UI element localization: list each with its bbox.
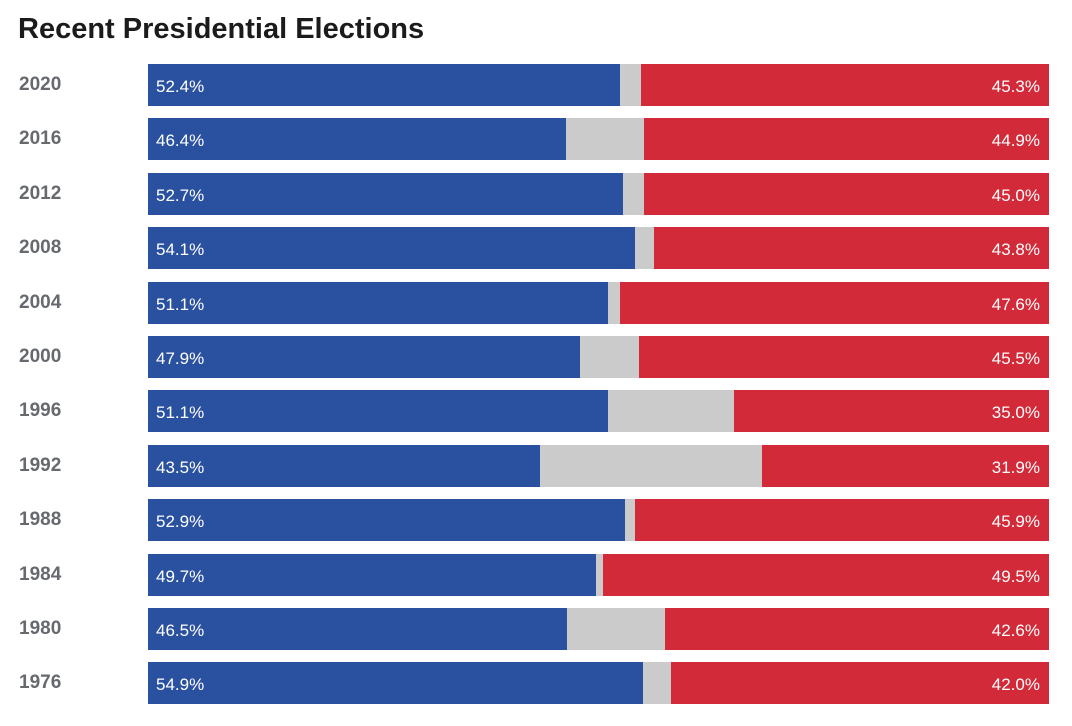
bar-track: 43.5% 31.9% bbox=[148, 444, 1049, 487]
democrat-value-label: 51.1% bbox=[156, 403, 205, 423]
bar-track: 49.7% 49.5% bbox=[148, 553, 1049, 596]
year-label: 1988 bbox=[19, 509, 62, 531]
democrat-bar-segment: 51.1% bbox=[148, 390, 609, 433]
other-bar-segment bbox=[620, 64, 641, 106]
republican-value-label: 44.9% bbox=[991, 131, 1040, 151]
year-label: 1984 bbox=[19, 563, 62, 585]
other-bar-segment bbox=[566, 607, 666, 650]
democrat-value-label: 49.7% bbox=[156, 566, 205, 586]
republican-value-label: 35.0% bbox=[991, 403, 1040, 423]
republican-value-label: 43.8% bbox=[991, 240, 1040, 260]
other-bar-segment bbox=[579, 335, 640, 378]
year-label: 1996 bbox=[19, 400, 62, 422]
democrat-value-label: 54.9% bbox=[156, 675, 205, 695]
bar-track: 54.1% 43.8% bbox=[148, 227, 1049, 270]
democrat-value-label: 47.9% bbox=[156, 348, 205, 368]
democrat-value-label: 46.4% bbox=[156, 131, 205, 151]
democrat-bar-segment: 46.4% bbox=[148, 118, 567, 161]
other-bar-segment bbox=[642, 662, 671, 705]
election-row: 2004 51.1% 47.6% bbox=[0, 281, 1072, 324]
election-row: 2008 54.1% 43.8% bbox=[0, 227, 1072, 270]
democrat-value-label: 52.7% bbox=[156, 185, 205, 205]
election-row: 1984 49.7% 49.5% bbox=[0, 553, 1072, 596]
year-label: 2020 bbox=[19, 74, 62, 95]
republican-bar-segment: 49.5% bbox=[603, 553, 1049, 596]
year-label: 2008 bbox=[19, 237, 62, 259]
election-row: 1976 54.9% 42.0% bbox=[0, 662, 1072, 705]
other-bar-segment bbox=[622, 172, 644, 215]
republican-value-label: 45.5% bbox=[991, 348, 1040, 368]
chart-page: Recent Presidential Elections 2020 52.4%… bbox=[0, 10, 1072, 726]
democrat-value-label: 46.5% bbox=[156, 620, 205, 640]
election-row: 2012 52.7% 45.0% bbox=[0, 172, 1072, 215]
democrat-value-label: 52.4% bbox=[156, 77, 205, 96]
republican-bar-segment: 45.3% bbox=[640, 64, 1049, 106]
bar-track: 51.1% 47.6% bbox=[148, 281, 1049, 324]
other-bar-segment bbox=[566, 118, 645, 161]
election-row: 1992 43.5% 31.9% bbox=[0, 444, 1072, 487]
democrat-bar-segment: 54.9% bbox=[148, 662, 643, 705]
election-row: 1988 52.9% 45.9% bbox=[0, 499, 1072, 542]
year-label: 1992 bbox=[19, 454, 62, 476]
bar-track: 51.1% 35.0% bbox=[148, 390, 1049, 433]
democrat-bar-segment: 51.1% bbox=[148, 281, 609, 324]
bar-track: 52.9% 45.9% bbox=[148, 499, 1049, 542]
stacked-bar-chart: 2020 52.4% 45.3% 2016 46.4% 44.9% 2012 bbox=[0, 64, 1072, 705]
bar-track: 47.9% 45.5% bbox=[148, 335, 1049, 378]
democrat-bar-segment: 52.9% bbox=[148, 499, 625, 542]
republican-bar-segment: 47.6% bbox=[620, 281, 1049, 324]
republican-bar-segment: 44.9% bbox=[644, 118, 1049, 161]
year-label: 1976 bbox=[19, 672, 62, 694]
bar-track: 54.9% 42.0% bbox=[148, 662, 1049, 705]
election-row: 1980 46.5% 42.6% bbox=[0, 607, 1072, 650]
bar-track: 46.5% 42.6% bbox=[148, 607, 1049, 650]
bar-track: 52.7% 45.0% bbox=[148, 172, 1049, 215]
democrat-bar-segment: 47.9% bbox=[148, 335, 580, 378]
democrat-bar-segment: 52.7% bbox=[148, 172, 623, 215]
year-label: 2000 bbox=[19, 345, 62, 367]
other-bar-segment bbox=[595, 553, 603, 596]
democrat-value-label: 54.1% bbox=[156, 240, 205, 260]
republican-value-label: 47.6% bbox=[991, 294, 1040, 314]
republican-value-label: 45.9% bbox=[991, 512, 1040, 532]
other-bar-segment bbox=[539, 444, 762, 487]
chart-title: Recent Presidential Elections bbox=[18, 13, 425, 45]
republican-value-label: 49.5% bbox=[991, 566, 1040, 586]
republican-bar-segment: 45.5% bbox=[639, 335, 1049, 378]
republican-bar-segment: 42.0% bbox=[670, 662, 1049, 705]
republican-bar-segment: 35.0% bbox=[733, 390, 1049, 433]
year-label: 2004 bbox=[19, 291, 62, 313]
other-bar-segment bbox=[624, 499, 636, 542]
republican-value-label: 45.0% bbox=[991, 185, 1040, 205]
election-row: 1996 51.1% 35.0% bbox=[0, 390, 1072, 433]
republican-value-label: 42.0% bbox=[991, 675, 1040, 695]
election-row: 2016 46.4% 44.9% bbox=[0, 118, 1072, 161]
republican-bar-segment: 43.8% bbox=[654, 227, 1049, 270]
election-row: 2020 52.4% 45.3% bbox=[0, 64, 1072, 106]
democrat-value-label: 43.5% bbox=[156, 457, 205, 477]
democrat-value-label: 52.9% bbox=[156, 512, 205, 532]
democrat-bar-segment: 46.5% bbox=[148, 607, 567, 650]
year-label: 2016 bbox=[19, 128, 62, 150]
bar-track: 52.4% 45.3% bbox=[148, 64, 1049, 106]
bar-track: 46.4% 44.9% bbox=[148, 118, 1049, 161]
election-row: 2000 47.9% 45.5% bbox=[0, 335, 1072, 378]
republican-value-label: 45.3% bbox=[991, 77, 1040, 96]
democrat-value-label: 51.1% bbox=[156, 294, 205, 314]
republican-bar-segment: 42.6% bbox=[665, 607, 1049, 650]
republican-value-label: 31.9% bbox=[991, 457, 1040, 477]
republican-bar-segment: 31.9% bbox=[761, 444, 1049, 487]
democrat-bar-segment: 49.7% bbox=[148, 553, 596, 596]
republican-value-label: 42.6% bbox=[991, 620, 1040, 640]
republican-bar-segment: 45.9% bbox=[635, 499, 1049, 542]
other-bar-segment bbox=[635, 227, 655, 270]
republican-bar-segment: 45.0% bbox=[643, 172, 1049, 215]
year-label: 1980 bbox=[19, 617, 62, 639]
year-label: 2012 bbox=[19, 182, 62, 204]
democrat-bar-segment: 52.4% bbox=[148, 64, 621, 106]
other-bar-segment bbox=[608, 281, 621, 324]
democrat-bar-segment: 43.5% bbox=[148, 444, 540, 487]
other-bar-segment bbox=[608, 390, 734, 433]
democrat-bar-segment: 54.1% bbox=[148, 227, 636, 270]
